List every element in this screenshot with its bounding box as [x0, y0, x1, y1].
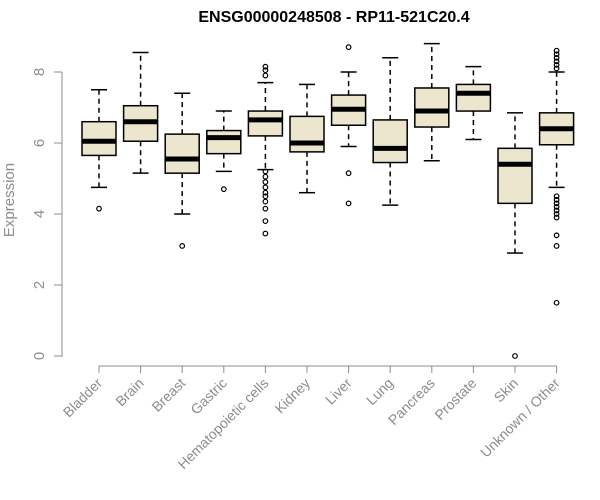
- x-tick-label: Lung: [363, 375, 396, 408]
- outlier-point: [553, 196, 560, 203]
- outlier-point: [553, 58, 560, 65]
- outlier-point: [262, 179, 269, 185]
- x-tick-label: Unknown / Other: [477, 375, 563, 461]
- box-pancreas: [414, 42, 450, 162]
- outlier-point: [553, 211, 560, 217]
- outlier-point: [553, 243, 560, 249]
- outlier-point: [220, 186, 227, 193]
- y-tick-label: 2: [31, 281, 48, 289]
- box-lung: [372, 57, 408, 206]
- outlier-point: [553, 207, 560, 214]
- box-iqr: [206, 129, 242, 155]
- outlier-point: [262, 189, 269, 196]
- box-breast: [164, 92, 200, 249]
- outlier-point: [262, 173, 269, 180]
- outlier-point: [553, 299, 560, 306]
- outlier-point: [262, 168, 269, 175]
- outlier-point: [553, 54, 560, 61]
- box-iqr: [372, 119, 408, 164]
- box-gastric: [206, 110, 242, 193]
- box-iqr: [164, 133, 200, 174]
- outlier-point: [553, 200, 560, 207]
- outlier-point: [345, 170, 352, 177]
- outlier-point: [262, 67, 269, 74]
- box-hematopoietic-cells: [247, 63, 284, 237]
- box-brain: [122, 51, 159, 174]
- outlier-point: [262, 205, 269, 212]
- outlier-point: [96, 205, 102, 212]
- outlier-point: [262, 198, 269, 205]
- box-iqr: [497, 147, 533, 205]
- x-tick-label: Prostate: [431, 375, 479, 423]
- outlier-point: [553, 203, 560, 210]
- y-tick-label: 4: [31, 210, 48, 218]
- outlier-point: [553, 65, 560, 72]
- box-skin: [497, 112, 533, 359]
- outlier-point: [262, 193, 269, 200]
- box-iqr: [247, 110, 284, 137]
- x-tick-label: Kidney: [272, 375, 314, 417]
- x-tick-label: Bladder: [60, 375, 106, 421]
- x-tick-label: Brain: [112, 375, 146, 409]
- box-liver: [330, 44, 367, 207]
- chart-title: ENSG00000248508 - RP11-521C20.4: [198, 9, 469, 26]
- box-prostate: [455, 65, 492, 141]
- outlier-point: [512, 353, 518, 359]
- outlier-point: [345, 44, 352, 51]
- y-axis-label: Expression: [1, 163, 18, 237]
- outlier-point: [262, 218, 269, 225]
- outlier-point: [179, 243, 186, 249]
- box-iqr: [81, 120, 117, 157]
- y-tick-label: 8: [31, 68, 48, 76]
- boxes: [81, 42, 575, 359]
- outlier-point: [553, 214, 560, 221]
- outlier-point: [262, 63, 269, 70]
- outlier-point: [553, 193, 560, 200]
- outlier-point: [262, 184, 269, 191]
- y-tick-label: 6: [31, 139, 48, 147]
- outlier-point: [262, 230, 269, 237]
- box-iqr: [455, 83, 492, 112]
- outlier-point: [553, 232, 560, 239]
- box-iqr: [414, 87, 450, 128]
- outlier-point: [553, 47, 560, 54]
- outlier-point: [553, 51, 560, 58]
- x-tick-label: Liver: [322, 375, 355, 408]
- x-tick-label: Breast: [148, 375, 188, 415]
- box-bladder: [81, 89, 117, 212]
- box-unknown-other: [538, 47, 575, 306]
- outlier-point: [262, 72, 269, 79]
- y-ticks: 0 2 4 6 8: [31, 68, 62, 360]
- y-tick-label: 0: [31, 352, 48, 360]
- outlier-point: [553, 62, 560, 68]
- outlier-point: [345, 200, 352, 207]
- box-kidney: [289, 83, 325, 194]
- box-iqr: [289, 115, 325, 153]
- x-tick-label: Skin: [491, 375, 522, 406]
